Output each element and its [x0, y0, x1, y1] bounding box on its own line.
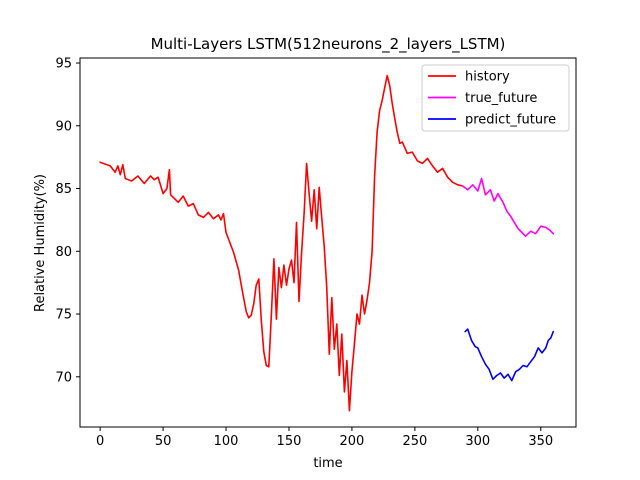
chart-title: Multi-Layers LSTM(512neurons_2_layers_LS…	[151, 35, 506, 54]
y-tick-label: 75	[55, 308, 72, 323]
x-tick-label: 0	[96, 434, 104, 449]
legend-label-true-future: true_future	[465, 91, 537, 106]
y-tick-label: 85	[55, 182, 72, 197]
x-tick-label: 100	[214, 434, 239, 449]
series-line-predict-future	[464, 328, 555, 382]
axis-ticks: 0 50 100 150 200 250 300 350 70 75 80 85 90 95	[55, 57, 553, 449]
series-line-true-future	[461, 177, 555, 237]
plot-frame	[79, 57, 577, 428]
x-tick-label: 250	[402, 434, 427, 449]
y-axis-label: Relative Humidity(%)	[33, 174, 48, 312]
y-tick-label: 70	[55, 370, 72, 385]
x-tick-label: 200	[340, 434, 365, 449]
series-lines	[99, 74, 555, 412]
y-tick-label: 95	[55, 57, 72, 72]
y-tick-label: 80	[55, 245, 72, 260]
legend-label-predict-future: predict_future	[465, 113, 556, 128]
legend-label-history: history	[465, 70, 510, 85]
y-tick-label: 90	[55, 119, 72, 134]
x-tick-label: 300	[465, 434, 490, 449]
x-tick-label: 150	[277, 434, 302, 449]
x-tick-label: 50	[155, 434, 172, 449]
x-tick-label: 350	[528, 434, 553, 449]
series-line-history	[99, 74, 464, 412]
x-axis-label: time	[313, 456, 342, 471]
legend-box	[421, 64, 570, 132]
legend: history true_future predict_future	[421, 64, 570, 132]
